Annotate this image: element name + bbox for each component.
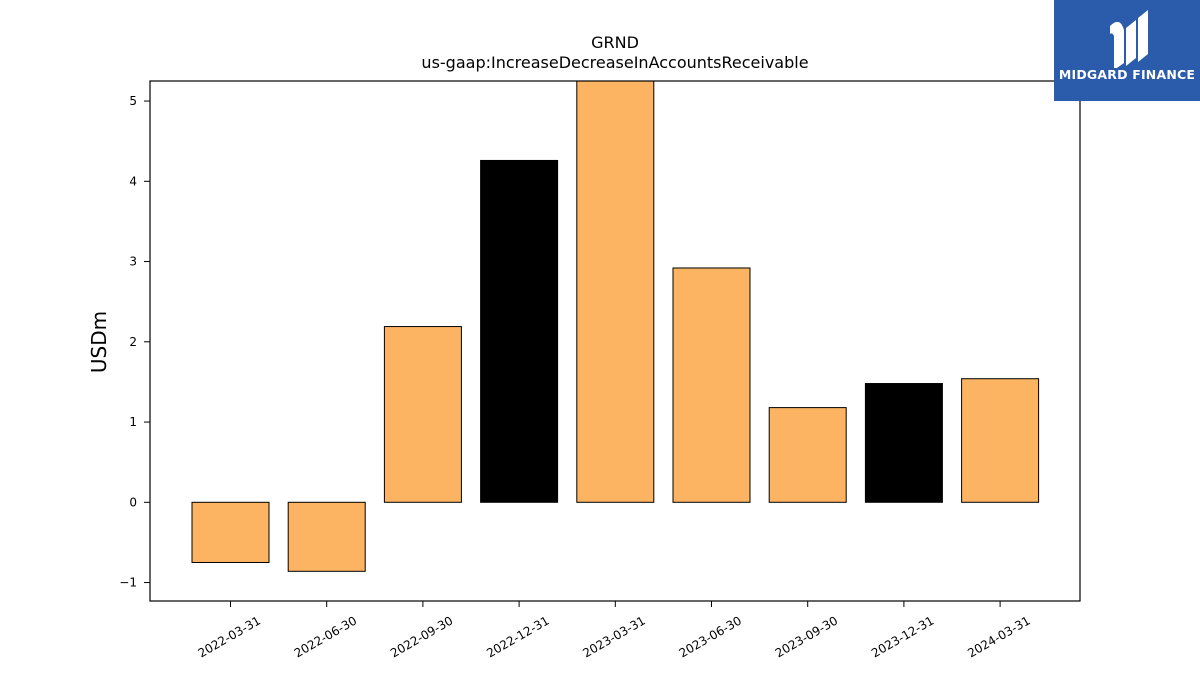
x-tick-label: 2023-06-30 xyxy=(677,613,744,660)
x-tick-label: 2023-03-31 xyxy=(580,613,647,660)
bar-2023-09-30 xyxy=(768,407,847,503)
y-tick-label: 1 xyxy=(129,415,137,429)
x-tick-label: 2022-06-30 xyxy=(292,613,359,660)
bar-2023-06-30 xyxy=(672,267,751,503)
x-tick-label: 2023-09-30 xyxy=(773,613,840,660)
x-tick-label: 2023-12-31 xyxy=(869,613,936,660)
y-tick-label: 3 xyxy=(129,255,137,269)
logo-mark-icon xyxy=(1110,10,1148,68)
plot-area-frame xyxy=(149,80,1081,602)
y-tick-label: 4 xyxy=(129,174,137,188)
y-axis-label: USDm xyxy=(87,311,111,373)
chart-subtitle: us-gaap:IncreaseDecreaseInAccountsReceiv… xyxy=(421,53,808,72)
logo-text: MIDGARD FINANCE xyxy=(1058,67,1196,82)
x-tick-label: 2022-12-31 xyxy=(484,613,551,660)
bar-2022-06-30 xyxy=(287,501,366,572)
y-tick-label: 5 xyxy=(129,94,137,108)
y-tick-label: 0 xyxy=(129,495,137,509)
x-tick-label: 2024-03-31 xyxy=(965,613,1032,660)
bar-2022-09-30 xyxy=(383,326,462,503)
y-tick-label: −1 xyxy=(119,576,137,590)
x-tick-label: 2022-09-30 xyxy=(388,613,455,660)
bar-2023-12-31 xyxy=(864,383,943,503)
bar-2024-03-31 xyxy=(961,378,1040,503)
chart-title: GRND xyxy=(591,33,639,52)
bar-2023-03-31 xyxy=(576,80,655,503)
bar-2022-12-31 xyxy=(480,159,559,503)
bar-2022-03-31 xyxy=(191,501,270,563)
brand-logo: MIDGARD FINANCE xyxy=(1054,0,1200,101)
y-tick-label: 2 xyxy=(129,335,137,349)
x-tick-label: 2022-03-31 xyxy=(196,613,263,660)
